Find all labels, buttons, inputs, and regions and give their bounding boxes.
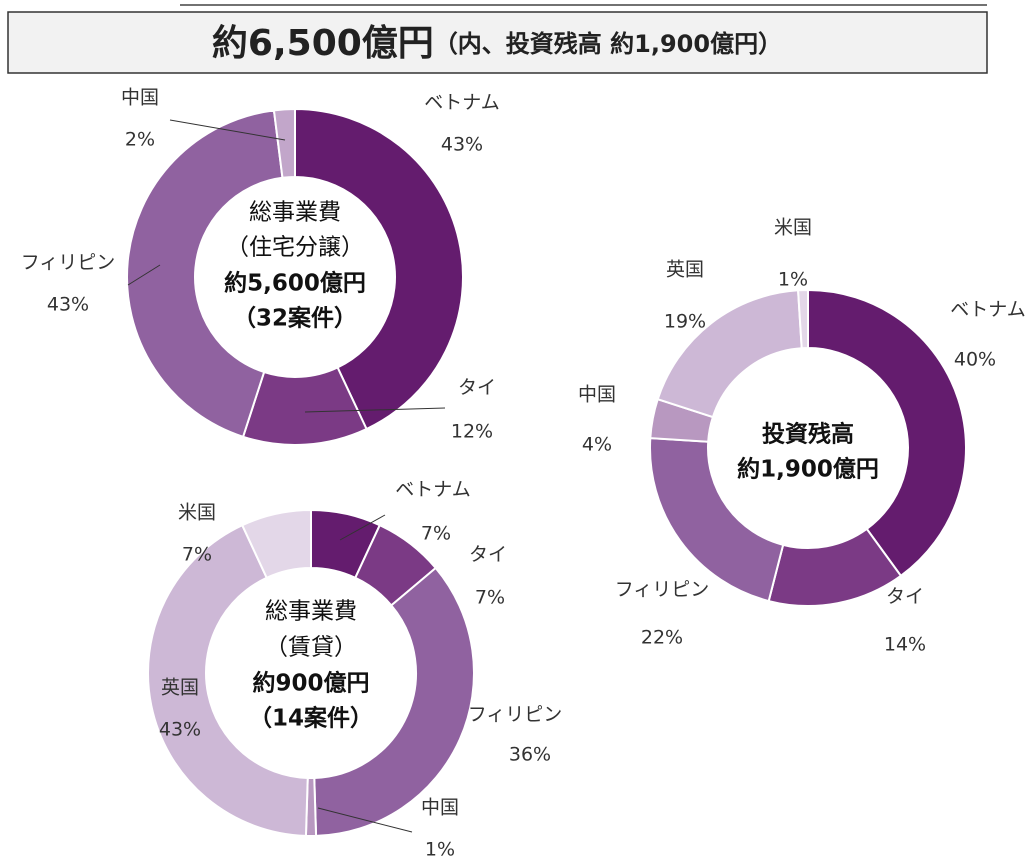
value-label: 43%: [441, 134, 483, 156]
category-label: ベトナム: [395, 479, 470, 501]
center-label: 約1,900億円: [737, 456, 879, 483]
leader-line: [127, 264, 161, 286]
leader-line: [339, 514, 386, 541]
category-label: 中国: [578, 384, 616, 406]
value-label: 1%: [778, 269, 808, 291]
donut-slice: [313, 566, 475, 837]
donut-slice: [656, 289, 803, 419]
category-label: フィリピン: [21, 252, 116, 274]
value-label: 4%: [582, 434, 612, 456]
leader-line: [169, 119, 286, 141]
donut-slice: [807, 288, 967, 578]
value-label: 7%: [421, 523, 451, 545]
center-label: （14案件）: [249, 705, 373, 732]
leader-line: [304, 407, 446, 413]
category-label: 米国: [774, 217, 812, 239]
category-label: ベトナム: [424, 92, 499, 114]
value-label: 36%: [509, 744, 551, 766]
donut-slice: [294, 107, 464, 431]
value-label: 43%: [159, 719, 201, 741]
value-label: 7%: [475, 587, 505, 609]
value-label: 12%: [451, 421, 493, 443]
category-label: 英国: [666, 259, 704, 281]
category-label: タイ: [469, 544, 507, 566]
center-label: 総事業費: [249, 200, 341, 226]
category-label: フィリピン: [468, 704, 563, 726]
value-label: 2%: [125, 129, 155, 151]
header-title: 約6,500億円（内、投資残高 約1,900億円）: [212, 23, 782, 64]
header-sub: （内、投資残高 約1,900億円）: [434, 30, 782, 58]
center-label: （賃貸）: [265, 635, 357, 661]
leader-line: [317, 807, 413, 833]
center-label: 総事業費: [265, 599, 357, 625]
category-label: 中国: [421, 797, 459, 819]
header-box: [7, 11, 988, 74]
value-label: 43%: [47, 294, 89, 316]
center-label: （32案件）: [233, 305, 357, 332]
value-label: 22%: [641, 627, 683, 649]
value-label: 19%: [664, 311, 706, 333]
value-label: 7%: [182, 544, 212, 566]
header-main: 約6,500億円: [212, 23, 434, 64]
value-label: 14%: [884, 634, 926, 656]
center-label: 約900億円: [252, 670, 369, 697]
category-label: フィリピン: [615, 579, 710, 601]
donut-slice: [797, 288, 809, 350]
category-label: タイ: [886, 586, 924, 608]
donut-slice: [240, 508, 312, 580]
center-label: 投資残高: [762, 421, 854, 448]
value-label: 1%: [425, 839, 455, 859]
category-label: ベトナム: [950, 299, 1025, 321]
value-label: 40%: [954, 349, 996, 371]
category-label: 英国: [161, 677, 199, 699]
category-label: タイ: [458, 377, 496, 399]
category-label: 中国: [121, 87, 159, 109]
center-label: 約5,600億円: [224, 270, 366, 297]
center-label: （住宅分譲）: [226, 235, 364, 261]
donut-slice: [272, 107, 296, 179]
donut-slice: [147, 523, 309, 837]
category-label: 米国: [178, 502, 216, 524]
donut-slice: [126, 109, 284, 439]
